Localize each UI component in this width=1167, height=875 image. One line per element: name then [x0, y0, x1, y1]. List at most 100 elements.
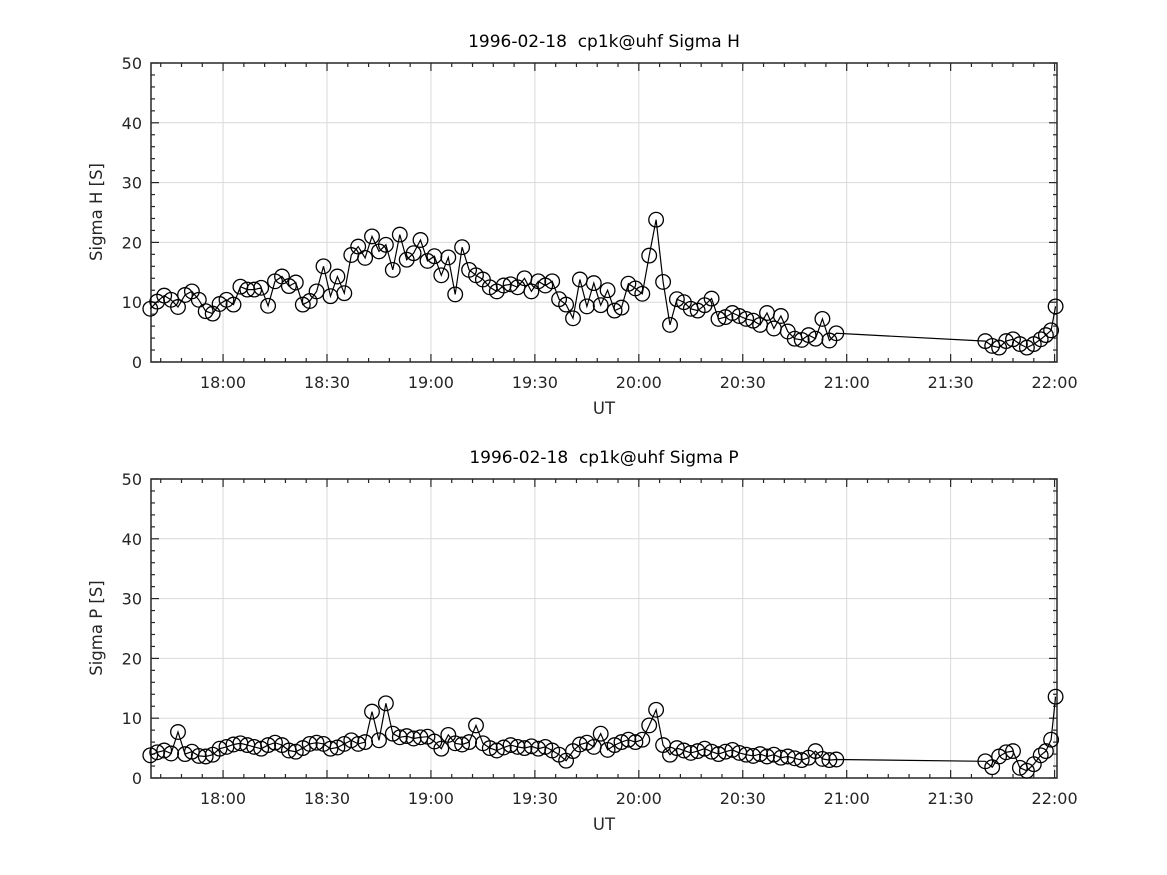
data-point-marker — [364, 228, 380, 245]
sigma-p-xlabel: UT — [592, 815, 616, 834]
sigma-p-title: 1996-02-18 cp1k@uhf Sigma P — [469, 448, 739, 468]
y-tick-label: 0 — [132, 353, 142, 372]
data-point-marker — [613, 299, 630, 316]
data-point-marker — [142, 747, 159, 764]
data-point-marker — [433, 267, 450, 284]
data-point-marker — [668, 740, 685, 757]
data-point-marker — [786, 750, 803, 767]
sigma-h-line — [149, 219, 1057, 349]
sigma-h-grid — [151, 62, 1057, 363]
x-tick-label: 18:30 — [304, 373, 350, 392]
data-point-marker — [246, 281, 263, 298]
data-point-marker — [461, 734, 478, 751]
data-point-marker — [675, 742, 692, 759]
data-point-marker — [703, 743, 720, 760]
data-point-marker — [433, 740, 450, 757]
sigma-p-ylabel: Sigma P [S] — [87, 580, 106, 676]
sigma-p-ticks — [151, 478, 1057, 779]
y-tick-label: 10 — [122, 293, 142, 312]
x-tick-label: 19:30 — [512, 373, 558, 392]
data-point-marker — [1005, 743, 1021, 760]
data-point-marker — [565, 310, 581, 327]
sigma-p-plot: 18:00 18:30 19:00 19:30 20:00 20:30 21:00 21:30… — [122, 470, 1078, 808]
data-point-marker — [641, 247, 658, 264]
data-point-marker — [648, 211, 665, 228]
data-point-marker — [620, 731, 637, 748]
data-point-marker — [634, 285, 651, 302]
y-tick-label: 30 — [122, 174, 142, 193]
x-tick-label: 21:00 — [824, 373, 870, 392]
data-point-marker — [502, 276, 519, 293]
sigma-h-title: 1996-02-18 cp1k@uhf Sigma H — [468, 32, 740, 52]
data-point-marker — [1047, 298, 1064, 315]
data-point-marker — [391, 729, 408, 746]
data-point-marker — [710, 310, 727, 327]
x-tick-label: 19:30 — [512, 789, 558, 808]
data-point-marker — [301, 735, 318, 752]
sigma-p-line — [150, 696, 1057, 772]
data-point-marker — [544, 273, 561, 290]
data-point-marker — [606, 302, 623, 319]
data-point-marker — [156, 742, 173, 759]
x-tick-label: 22:00 — [1032, 373, 1078, 392]
data-point-marker — [190, 291, 207, 308]
y-tick-label: 10 — [122, 709, 142, 728]
data-point-marker — [516, 740, 533, 757]
data-point-marker — [814, 750, 831, 767]
data-point-marker — [1043, 731, 1060, 748]
data-point-marker — [225, 296, 242, 313]
data-point-marker — [322, 740, 339, 757]
data-point-marker — [772, 308, 789, 324]
data-point-marker — [308, 734, 325, 751]
data-point-marker — [267, 734, 283, 751]
data-point-marker — [509, 738, 526, 755]
data-point-marker — [724, 741, 741, 758]
data-point-marker — [170, 299, 186, 315]
y-tick-label: 50 — [122, 470, 142, 489]
sigma-p-markers — [142, 688, 1064, 779]
data-point-marker — [668, 291, 685, 308]
x-tick-label: 20:00 — [616, 373, 662, 392]
data-point-marker — [377, 236, 394, 253]
data-point-marker — [627, 734, 644, 751]
data-point-marker — [488, 742, 505, 759]
data-point-marker — [170, 724, 186, 740]
data-point-marker — [696, 740, 713, 757]
y-tick-label: 0 — [132, 769, 142, 788]
y-tick-label: 50 — [122, 54, 142, 73]
data-point-marker — [648, 701, 665, 718]
sigma-h-plot: 18:00 18:30 19:00 19:30 20:00 20:30 21:00 21:30… — [122, 54, 1078, 392]
data-point-marker — [592, 725, 609, 742]
sigma-h-markers — [142, 211, 1064, 356]
data-point-marker — [468, 717, 484, 734]
data-point-marker — [371, 732, 387, 749]
sigma-h-tick-labels: 18:00 18:30 19:00 19:30 20:00 20:30 21:00 21:30… — [122, 54, 1078, 392]
data-point-marker — [724, 305, 741, 321]
data-point-marker — [350, 735, 367, 752]
data-point-marker — [308, 283, 325, 300]
x-tick-label: 22:00 — [1032, 789, 1078, 808]
x-tick-label: 21:00 — [824, 789, 870, 808]
data-point-marker — [260, 737, 277, 754]
data-point-marker — [398, 728, 415, 745]
data-point-marker — [481, 740, 498, 757]
data-point-marker — [1043, 322, 1060, 339]
data-point-marker — [662, 316, 678, 333]
sigma-h-xlabel: UT — [592, 399, 616, 418]
data-point-marker — [613, 734, 630, 751]
data-point-marker — [253, 279, 270, 296]
x-tick-label: 18:00 — [200, 789, 246, 808]
data-point-marker — [828, 325, 845, 342]
data-point-marker — [731, 308, 748, 324]
y-tick-label: 20 — [122, 649, 142, 668]
x-tick-label: 18:30 — [304, 789, 350, 808]
data-point-marker — [585, 275, 602, 292]
data-point-marker — [440, 249, 457, 266]
data-point-marker — [454, 239, 471, 256]
data-point-marker — [1032, 747, 1049, 764]
data-point-marker — [1037, 327, 1054, 344]
data-point-marker — [689, 743, 706, 760]
data-point-marker — [821, 752, 838, 769]
